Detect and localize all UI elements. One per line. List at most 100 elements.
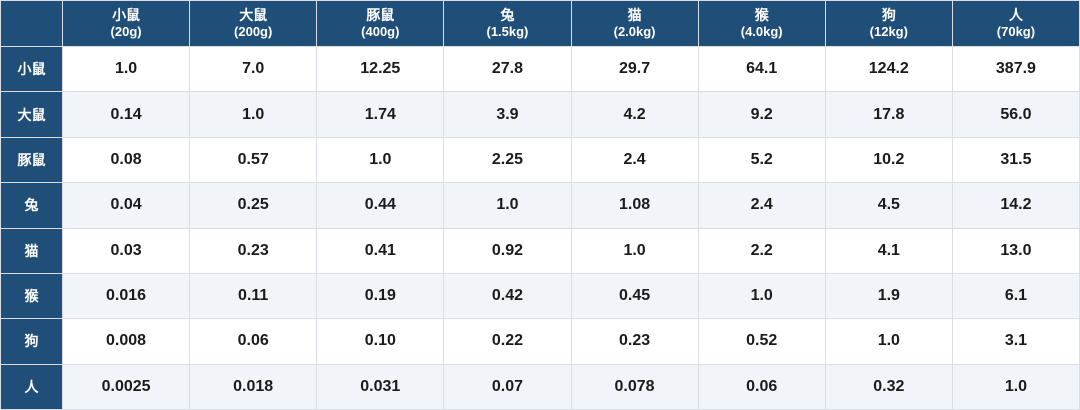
value-cell: 124.2 <box>824 45 953 93</box>
value-cell: 0.42 <box>443 272 572 320</box>
column-name: 豚鼠 <box>366 7 395 24</box>
value-cell: 0.11 <box>189 272 318 320</box>
value-cell: 5.2 <box>697 136 826 184</box>
value-cell: 0.44 <box>316 182 445 229</box>
column-weight: (20g) <box>110 24 142 40</box>
value-cell: 10.2 <box>824 136 953 184</box>
value-cell: 0.32 <box>824 363 953 410</box>
column-header: 大鼠 (200g) <box>189 0 318 47</box>
row-header: 猴 <box>0 272 63 320</box>
column-name: 大鼠 <box>239 7 268 24</box>
table-row: 猫 0.03 0.23 0.41 0.92 1.0 2.2 4.1 13.0 <box>0 227 1080 274</box>
column-weight: (400g) <box>361 24 400 40</box>
table-row: 豚鼠 0.08 0.57 1.0 2.25 2.4 5.2 10.2 31.5 <box>0 136 1080 184</box>
column-weight: (1.5kg) <box>486 24 529 40</box>
table-row: 小鼠 1.0 7.0 12.25 27.8 29.7 64.1 124.2 387.9 <box>0 45 1080 93</box>
table-row: 大鼠 0.14 1.0 1.74 3.9 4.2 9.2 17.8 56.0 <box>0 91 1080 138</box>
column-header: 小鼠 (20g) <box>61 0 191 47</box>
value-cell: 0.19 <box>316 272 445 320</box>
value-cell: 1.0 <box>189 91 318 138</box>
value-cell: 12.25 <box>316 45 445 93</box>
value-cell: 14.2 <box>951 182 1080 229</box>
value-cell: 0.0025 <box>61 363 191 410</box>
column-header: 豚鼠 (400g) <box>316 0 445 47</box>
value-cell: 0.23 <box>189 227 318 274</box>
value-cell: 17.8 <box>824 91 953 138</box>
value-cell: 387.9 <box>951 45 1080 93</box>
header-row: 小鼠 (20g) 大鼠 (200g) 豚鼠 (400g) 兔 (1.5kg) 猫 (2.0kg) 猴… <box>0 0 1080 47</box>
row-header: 狗 <box>0 318 63 365</box>
value-cell: 2.25 <box>443 136 572 184</box>
value-cell: 29.7 <box>570 45 699 93</box>
value-cell: 0.08 <box>61 136 191 184</box>
column-name: 人 <box>1008 7 1023 24</box>
value-cell: 0.016 <box>61 272 191 320</box>
value-cell: 1.0 <box>824 318 953 365</box>
value-cell: 4.1 <box>824 227 953 274</box>
value-cell: 0.25 <box>189 182 318 229</box>
value-cell: 56.0 <box>951 91 1080 138</box>
column-header: 兔 (1.5kg) <box>443 0 572 47</box>
value-cell: 0.41 <box>316 227 445 274</box>
value-cell: 6.1 <box>951 272 1080 320</box>
column-name: 猫 <box>627 7 642 24</box>
value-cell: 1.9 <box>824 272 953 320</box>
value-cell: 0.52 <box>697 318 826 365</box>
value-cell: 1.74 <box>316 91 445 138</box>
column-weight: (2.0kg) <box>613 24 656 40</box>
value-cell: 64.1 <box>697 45 826 93</box>
column-weight: (70kg) <box>996 24 1036 40</box>
row-header: 大鼠 <box>0 91 63 138</box>
value-cell: 0.031 <box>316 363 445 410</box>
value-cell: 0.10 <box>316 318 445 365</box>
row-header: 豚鼠 <box>0 136 63 184</box>
value-cell: 4.5 <box>824 182 953 229</box>
column-name: 狗 <box>881 7 896 24</box>
value-cell: 2.4 <box>697 182 826 229</box>
table-row: 猴 0.016 0.11 0.19 0.42 0.45 1.0 1.9 6.1 <box>0 272 1080 320</box>
value-cell: 3.9 <box>443 91 572 138</box>
column-name: 小鼠 <box>112 7 141 24</box>
value-cell: 0.57 <box>189 136 318 184</box>
value-cell: 7.0 <box>189 45 318 93</box>
value-cell: 0.018 <box>189 363 318 410</box>
value-cell: 0.008 <box>61 318 191 365</box>
column-name: 兔 <box>500 7 515 24</box>
value-cell: 2.2 <box>697 227 826 274</box>
value-cell: 0.45 <box>570 272 699 320</box>
value-cell: 1.0 <box>316 136 445 184</box>
value-cell: 0.92 <box>443 227 572 274</box>
row-header: 人 <box>0 363 63 410</box>
column-name: 猴 <box>754 7 769 24</box>
value-cell: 4.2 <box>570 91 699 138</box>
value-cell: 1.08 <box>570 182 699 229</box>
value-cell: 0.04 <box>61 182 191 229</box>
table-body: 小鼠 1.0 7.0 12.25 27.8 29.7 64.1 124.2 387.9 大鼠 0.1… <box>0 45 1080 410</box>
value-cell: 13.0 <box>951 227 1080 274</box>
value-cell: 1.0 <box>570 227 699 274</box>
table-row: 狗 0.008 0.06 0.10 0.22 0.23 0.52 1.0 3.1 <box>0 318 1080 365</box>
value-cell: 0.03 <box>61 227 191 274</box>
column-weight: (200g) <box>234 24 273 40</box>
value-cell: 0.14 <box>61 91 191 138</box>
row-header: 兔 <box>0 182 63 229</box>
column-header: 猫 (2.0kg) <box>570 0 699 47</box>
value-cell: 0.07 <box>443 363 572 410</box>
table-header: 小鼠 (20g) 大鼠 (200g) 豚鼠 (400g) 兔 (1.5kg) 猫 (2.0kg) 猴… <box>0 0 1080 47</box>
table-row: 兔 0.04 0.25 0.44 1.0 1.08 2.4 4.5 14.2 <box>0 182 1080 229</box>
value-cell: 1.0 <box>61 45 191 93</box>
column-header: 狗 (12kg) <box>824 0 953 47</box>
column-weight: (12kg) <box>869 24 908 40</box>
corner-cell <box>0 0 63 47</box>
value-cell: 0.22 <box>443 318 572 365</box>
row-header: 猫 <box>0 227 63 274</box>
value-cell: 31.5 <box>951 136 1080 184</box>
value-cell: 1.0 <box>443 182 572 229</box>
value-cell: 1.0 <box>697 272 826 320</box>
row-header: 小鼠 <box>0 45 63 93</box>
value-cell: 3.1 <box>951 318 1080 365</box>
value-cell: 2.4 <box>570 136 699 184</box>
value-cell: 0.23 <box>570 318 699 365</box>
value-cell: 1.0 <box>951 363 1080 410</box>
